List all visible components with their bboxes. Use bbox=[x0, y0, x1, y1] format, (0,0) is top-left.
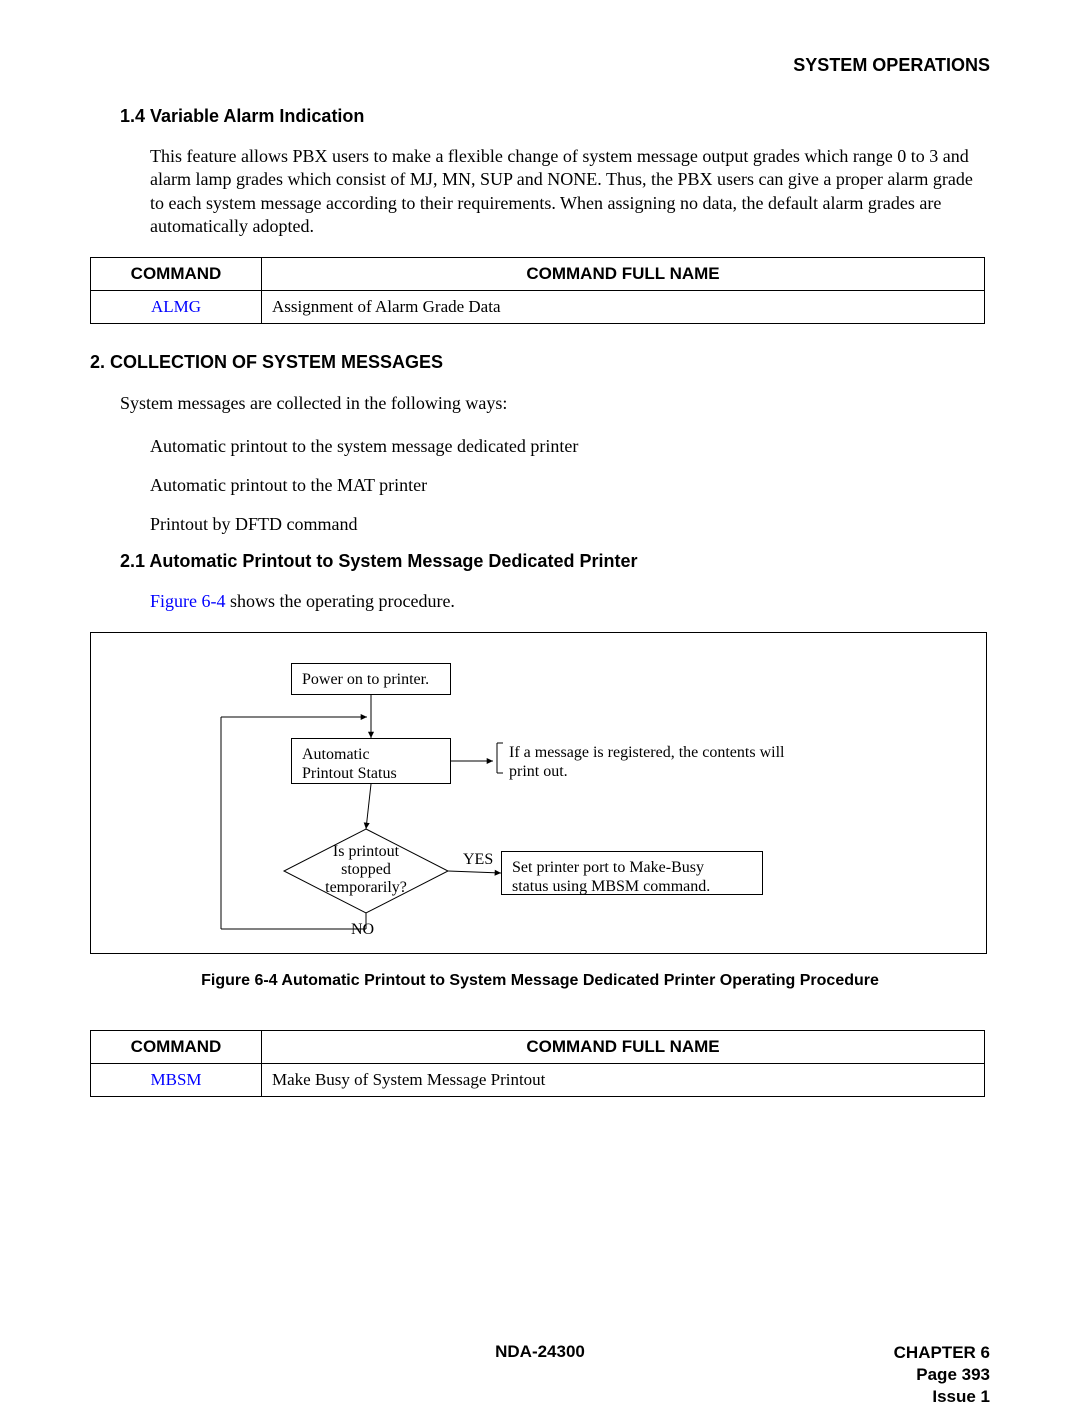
col-command-full-name: COMMAND FULL NAME bbox=[262, 257, 985, 290]
flowchart-box-set-busy: Set printer port to Make-Busy status usi… bbox=[501, 851, 763, 895]
box3-line1: Set printer port to Make-Busy bbox=[512, 859, 704, 876]
section-1-4-body: This feature allows PBX users to make a … bbox=[150, 145, 990, 239]
list-item: Automatic printout to the MAT printer bbox=[150, 473, 990, 498]
figure-6-4-link[interactable]: Figure 6-4 bbox=[150, 591, 226, 611]
box3-line2: status using MBSM command. bbox=[512, 878, 710, 895]
diamond-line3: temporarily? bbox=[325, 879, 407, 896]
flowchart-yes-label: YES bbox=[463, 851, 493, 869]
list-item: Printout by DFTD command bbox=[150, 512, 990, 537]
figure-6-4-flowchart: Power on to printer. Automatic Printout … bbox=[90, 632, 987, 954]
diamond-line2: stopped bbox=[341, 861, 391, 878]
flowchart-box-power-on: Power on to printer. bbox=[291, 663, 451, 695]
flowchart-note: If a message is registered, the contents… bbox=[509, 743, 784, 781]
section-2-heading: 2. COLLECTION OF SYSTEM MESSAGES bbox=[90, 352, 990, 373]
section-2-1-body: Figure 6-4 shows the operating procedure… bbox=[150, 590, 990, 613]
col-command: COMMAND bbox=[91, 257, 262, 290]
command-code-cell: MBSM bbox=[91, 1063, 262, 1096]
diamond-line1: Is printout bbox=[333, 843, 399, 860]
table-header-row: COMMAND COMMAND FULL NAME bbox=[91, 1030, 985, 1063]
section-1-4-heading: 1.4 Variable Alarm Indication bbox=[120, 106, 990, 127]
table-row: MBSM Make Busy of System Message Printou… bbox=[91, 1063, 985, 1096]
page: SYSTEM OPERATIONS 1.4 Variable Alarm Ind… bbox=[0, 0, 1080, 1397]
section-2-1-heading: 2.1 Automatic Printout to System Message… bbox=[120, 551, 990, 572]
table-row: ALMG Assignment of Alarm Grade Data bbox=[91, 290, 985, 323]
flowchart-no-label: NO bbox=[351, 921, 374, 939]
almg-link[interactable]: ALMG bbox=[151, 297, 201, 316]
box2-line2: Printout Status bbox=[302, 765, 397, 782]
section-2-intro: System messages are collected in the fol… bbox=[120, 391, 990, 416]
command-name-cell: Make Busy of System Message Printout bbox=[262, 1063, 985, 1096]
command-name-cell: Assignment of Alarm Grade Data bbox=[262, 290, 985, 323]
col-command: COMMAND bbox=[91, 1030, 262, 1063]
note-line2: print out. bbox=[509, 763, 568, 780]
note-line1: If a message is registered, the contents… bbox=[509, 744, 784, 761]
list-item: Automatic printout to the system message… bbox=[150, 434, 990, 459]
flowchart-box-printout-status: Automatic Printout Status bbox=[291, 738, 451, 784]
command-table-2: COMMAND COMMAND FULL NAME MBSM Make Busy… bbox=[90, 1030, 985, 1097]
footer-right: CHAPTER 6 Page 393 Issue 1 bbox=[894, 1342, 990, 1408]
footer-doc-id: NDA-24300 bbox=[90, 1342, 990, 1362]
table-header-row: COMMAND COMMAND FULL NAME bbox=[91, 257, 985, 290]
flowchart-decision-label: Is printout stopped temporarily? bbox=[306, 843, 426, 898]
figure-6-4-caption: Figure 6-4 Automatic Printout to System … bbox=[90, 972, 990, 990]
col-command-full-name: COMMAND FULL NAME bbox=[262, 1030, 985, 1063]
footer-page: Page 393 bbox=[916, 1365, 990, 1384]
command-table-1: COMMAND COMMAND FULL NAME ALMG Assignmen… bbox=[90, 257, 985, 324]
flowchart-svg bbox=[91, 633, 986, 953]
box2-line1: Automatic bbox=[302, 746, 370, 763]
mbsm-link[interactable]: MBSM bbox=[150, 1070, 201, 1089]
footer-chapter: CHAPTER 6 bbox=[894, 1343, 990, 1362]
section-2-1-body-suffix: shows the operating procedure. bbox=[226, 591, 455, 611]
page-header: SYSTEM OPERATIONS bbox=[90, 55, 990, 76]
command-code-cell: ALMG bbox=[91, 290, 262, 323]
